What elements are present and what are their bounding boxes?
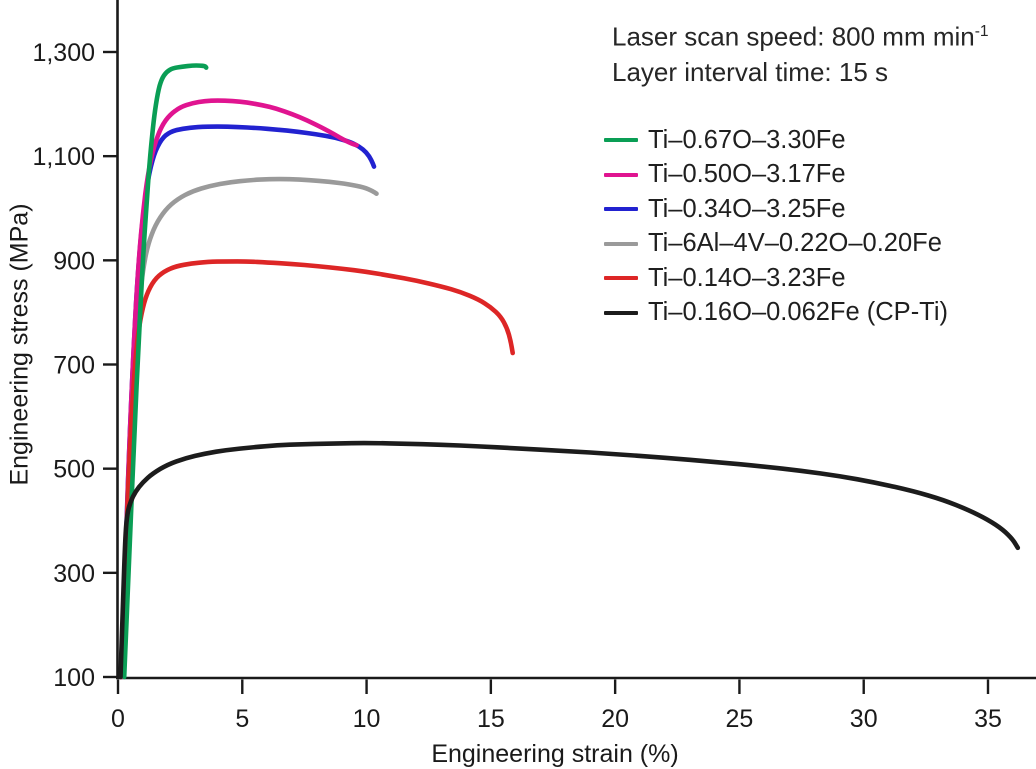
- y-tick-label: 300: [53, 560, 95, 588]
- x-tick-label: 20: [601, 705, 629, 733]
- y-tick-label: 500: [53, 456, 95, 484]
- legend-label: Ti–6Al–4V–0.22O–0.20Fe: [648, 229, 942, 257]
- legend-label: Ti–0.50O–3.17Fe: [648, 160, 846, 188]
- legend-label: Ti–0.34O–3.25Fe: [648, 194, 846, 223]
- legend-line-swatch: [604, 276, 638, 281]
- legend-item: Ti–0.67O–3.30Fe: [604, 123, 948, 158]
- legend-line-swatch: [604, 172, 638, 177]
- curve-Ti–0.50O–3.17Fe: [119, 98, 359, 680]
- legend: Ti–0.67O–3.30Fe Ti–0.50O–3.17Fe Ti–0.34O…: [604, 123, 948, 330]
- x-tick-label: 10: [353, 705, 381, 733]
- superscript-exponent: -1: [974, 23, 989, 40]
- legend-item: Ti–0.14O–3.23Fe: [604, 261, 948, 296]
- legend-label: Ti–0.16O–0.062Fe (CP-Ti): [648, 298, 948, 326]
- legend-label: Ti–0.14O–3.23Fe: [648, 263, 846, 292]
- legend-line-swatch: [604, 138, 638, 143]
- curve-Ti–0.67O–3.30Fe: [121, 63, 209, 680]
- legend-item: Ti–6Al–4V–0.22O–0.20Fe: [604, 227, 948, 262]
- x-tick-label: 30: [850, 705, 878, 733]
- curve-Ti–6Al–4V–0.22O–0.20Fe: [118, 176, 379, 680]
- x-tick-label: 0: [111, 705, 125, 733]
- legend-item: Ti–0.34O–3.25Fe: [604, 192, 948, 227]
- curve-Ti–0.14O–3.23Fe: [118, 259, 515, 680]
- annotation-line-2: Layer interval time: 15 s: [612, 56, 889, 87]
- legend-line-swatch: [604, 207, 638, 212]
- x-tick-label: 5: [235, 705, 249, 733]
- x-tick-label: 25: [726, 705, 754, 733]
- annotation-line-1: Laser scan speed: 800 mm min-1: [612, 21, 989, 52]
- y-tick-label: 900: [53, 247, 95, 275]
- x-axis-title: Engineering strain (%): [431, 740, 679, 768]
- x-tick-label: 15: [477, 705, 505, 733]
- y-tick-label: 700: [53, 352, 95, 380]
- legend-line-swatch: [604, 310, 638, 315]
- annotation-block: Laser scan speed: 800 mm min-1 Layer int…: [612, 14, 989, 90]
- y-tick-label: 1,100: [32, 143, 95, 171]
- curve-Ti–0.34O–3.25Fe: [118, 124, 377, 680]
- x-tick-label: 35: [974, 705, 1002, 733]
- y-tick-label: 1,300: [32, 39, 95, 67]
- legend-line-swatch: [604, 241, 638, 246]
- y-axis-title: Engineering stress (MPa): [5, 203, 34, 486]
- y-tick-label: 100: [53, 664, 95, 692]
- legend-label: Ti–0.67O–3.30Fe: [648, 125, 846, 154]
- legend-item: Ti–0.50O–3.17Fe: [604, 158, 948, 193]
- legend-item: Ti–0.16O–0.062Fe (CP-Ti): [604, 296, 948, 331]
- curve-Ti–0.16O–0.062Fe (CP-Ti): [118, 440, 1021, 680]
